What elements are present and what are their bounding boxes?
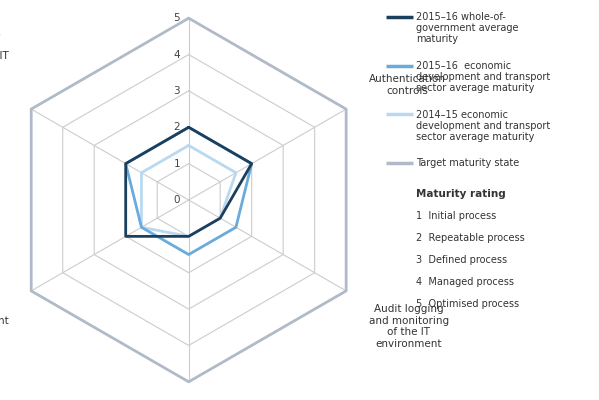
Text: 4: 4 [174,50,180,60]
Text: sector average maturity: sector average maturity [416,83,535,93]
Text: sector average maturity: sector average maturity [416,132,535,142]
Text: 2: 2 [174,122,180,132]
Text: maturity: maturity [416,34,458,44]
Text: development and transport: development and transport [416,121,550,131]
Text: 2014–15 economic: 2014–15 economic [416,110,509,120]
Text: 2015–16  economic: 2015–16 economic [416,61,512,71]
Text: 1: 1 [174,159,180,169]
Text: Maturity rating: Maturity rating [416,189,506,199]
Text: Target maturity state: Target maturity state [416,158,519,168]
Text: 2015–16 whole-of-: 2015–16 whole-of- [416,12,506,22]
Text: Authentication
controls: Authentication controls [369,74,446,96]
Text: 3  Defined process: 3 Defined process [416,255,507,265]
Text: 4  Managed process: 4 Managed process [416,277,515,287]
Text: 1  Initial process: 1 Initial process [416,211,497,221]
Text: 5  Optimised process: 5 Optimised process [416,299,519,309]
Text: development and transport: development and transport [416,72,550,82]
Text: 2  Repeatable process: 2 Repeatable process [416,233,525,243]
Text: Audit logging
and monitoring
of the IT
environment: Audit logging and monitoring of the IT e… [369,304,449,349]
Text: 5: 5 [174,13,180,23]
Text: 3: 3 [174,86,180,96]
Text: Patch
management: Patch management [0,304,8,326]
Text: government average: government average [416,23,519,33]
Text: 0: 0 [174,195,180,205]
Text: Backup
management,
business
continuity and IT
disaster
recovery
planning: Backup management, business continuity a… [0,16,8,96]
